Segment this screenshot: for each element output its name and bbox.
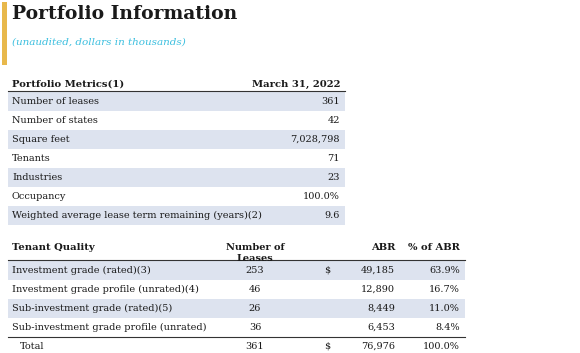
Text: Number of
Leases: Number of Leases: [226, 243, 284, 263]
Text: Square feet: Square feet: [12, 135, 70, 144]
Text: Portfolio Metrics(1): Portfolio Metrics(1): [12, 80, 124, 89]
Text: Total: Total: [20, 342, 45, 351]
Bar: [8, 92, 345, 111]
Text: 63.9%: 63.9%: [429, 266, 460, 275]
Text: 46: 46: [249, 285, 261, 294]
Text: 42: 42: [328, 116, 340, 125]
Text: 9.6: 9.6: [325, 211, 340, 220]
Text: Portfolio Information: Portfolio Information: [12, 5, 237, 23]
Text: $: $: [324, 342, 330, 351]
Text: March 31, 2022: March 31, 2022: [252, 80, 340, 89]
Bar: [8, 261, 465, 280]
Text: Tenant Quality: Tenant Quality: [12, 243, 95, 252]
Text: % of ABR: % of ABR: [408, 243, 460, 252]
Text: Investment grade (rated)(3): Investment grade (rated)(3): [12, 266, 151, 275]
Bar: [8, 130, 345, 149]
Text: Sub-investment grade (rated)(5): Sub-investment grade (rated)(5): [12, 304, 172, 313]
Text: 23: 23: [328, 173, 340, 182]
Bar: [8, 187, 345, 206]
Text: 36: 36: [249, 323, 261, 332]
Bar: [8, 280, 465, 299]
Text: 49,185: 49,185: [361, 266, 395, 275]
Text: Occupancy: Occupancy: [12, 192, 66, 201]
Bar: [8, 337, 465, 353]
Text: 16.7%: 16.7%: [429, 285, 460, 294]
Text: 71: 71: [328, 154, 340, 163]
Text: Sub-investment grade profile (unrated): Sub-investment grade profile (unrated): [12, 323, 206, 332]
Text: Weighted average lease term remaining (years)(2): Weighted average lease term remaining (y…: [12, 211, 262, 220]
Text: Number of leases: Number of leases: [12, 97, 99, 106]
Bar: [8, 168, 345, 187]
Text: ABR: ABR: [371, 243, 395, 252]
Text: (unaudited, dollars in thousands): (unaudited, dollars in thousands): [12, 38, 186, 47]
Text: 100.0%: 100.0%: [303, 192, 340, 201]
Bar: [8, 299, 465, 318]
Text: 361: 361: [246, 342, 264, 351]
Text: 253: 253: [246, 266, 264, 275]
Text: 100.0%: 100.0%: [423, 342, 460, 351]
Text: 8.4%: 8.4%: [436, 323, 460, 332]
Bar: [8, 111, 345, 130]
Text: Investment grade profile (unrated)(4): Investment grade profile (unrated)(4): [12, 285, 199, 294]
Text: 12,890: 12,890: [361, 285, 395, 294]
Text: 7,028,798: 7,028,798: [291, 135, 340, 144]
Bar: [8, 318, 465, 337]
Text: $: $: [324, 266, 330, 275]
Text: Number of states: Number of states: [12, 116, 98, 125]
Bar: [2, 2, 7, 65]
Text: Industries: Industries: [12, 173, 62, 182]
Text: 361: 361: [321, 97, 340, 106]
Bar: [8, 206, 345, 225]
Text: 76,976: 76,976: [361, 342, 395, 351]
Text: 11.0%: 11.0%: [429, 304, 460, 313]
Bar: [8, 149, 345, 168]
Text: 26: 26: [249, 304, 261, 313]
Text: 8,449: 8,449: [367, 304, 395, 313]
Text: Tenants: Tenants: [12, 154, 51, 163]
Text: 6,453: 6,453: [367, 323, 395, 332]
